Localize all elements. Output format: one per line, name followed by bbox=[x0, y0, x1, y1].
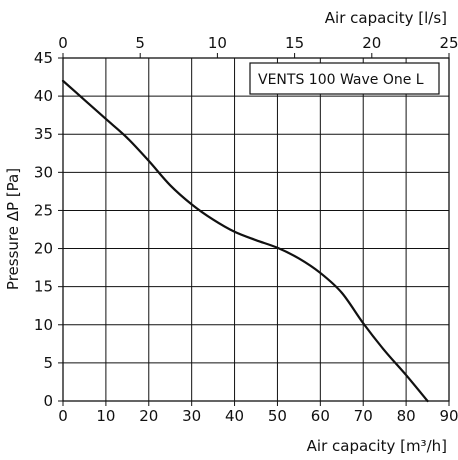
top-tick-label: 15 bbox=[285, 34, 304, 52]
x-tick-label: 50 bbox=[268, 407, 287, 425]
top-tick-label: 25 bbox=[439, 34, 458, 52]
legend-label: VENTS 100 Wave One L bbox=[258, 72, 424, 88]
y-tick-label: 40 bbox=[34, 87, 53, 105]
top-tick-label: 10 bbox=[208, 34, 227, 52]
legend-box bbox=[249, 62, 440, 95]
y-tick-label: 45 bbox=[34, 49, 53, 67]
top-axis-title: Air capacity [l/s] bbox=[325, 9, 447, 27]
x-tick-label: 40 bbox=[225, 407, 244, 425]
y-axis-title: Pressure ΔP [Pa] bbox=[4, 168, 22, 290]
x-tick-label: 80 bbox=[397, 407, 416, 425]
legend-layer: VENTS 100 Wave One L bbox=[249, 62, 440, 95]
top-tick-label: 0 bbox=[58, 34, 68, 52]
y-tick-label: 10 bbox=[34, 316, 53, 334]
grid-layer bbox=[62, 57, 450, 402]
top-tick-label: 5 bbox=[135, 34, 145, 52]
y-tick-label: 5 bbox=[43, 354, 53, 372]
x-tick-label: 60 bbox=[311, 407, 330, 425]
y-tick-label: 15 bbox=[34, 278, 53, 296]
top-tick-label: 20 bbox=[362, 34, 381, 52]
x-tick-label: 30 bbox=[182, 407, 201, 425]
y-tick-label: 20 bbox=[34, 240, 53, 258]
y-tick-label: 0 bbox=[43, 392, 53, 410]
y-tick-label: 35 bbox=[34, 125, 53, 143]
y-tick-label: 30 bbox=[34, 163, 53, 181]
y-tick-label: 25 bbox=[34, 201, 53, 219]
x-tick-label: 90 bbox=[439, 407, 458, 425]
x-tick-label: 10 bbox=[96, 407, 115, 425]
x-axis-title: Air capacity [m³/h] bbox=[307, 437, 447, 455]
series-line-vents-100-wave-one-l bbox=[61, 79, 429, 403]
series-layer bbox=[61, 79, 429, 403]
plot-frame bbox=[62, 57, 450, 402]
labels-layer: Air capacity [m³/h] Air capacity [l/s] P… bbox=[4, 9, 447, 455]
x-tick-label: 20 bbox=[139, 407, 158, 425]
x-tick-label: 0 bbox=[58, 407, 68, 425]
x-tick-label: 70 bbox=[354, 407, 373, 425]
axis-layer: 0 10 20 30 40 50 60 70 80 90 0 5 10 15 20 25 30 35 40 45 0 5 1… bbox=[34, 34, 458, 425]
